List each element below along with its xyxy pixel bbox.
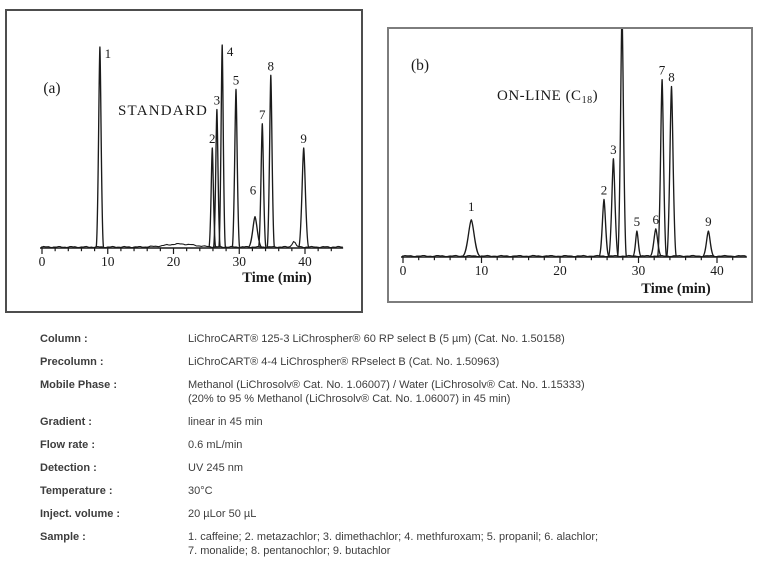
- spec-value-line: UV 245 nm: [188, 462, 244, 474]
- x-tick-label: 10: [101, 254, 115, 269]
- panel-letter: (b): [411, 57, 429, 74]
- peak-number-label: 1: [105, 46, 112, 61]
- peak-number-label: 7: [259, 107, 266, 122]
- peak: [608, 158, 619, 257]
- x-tick-label: 0: [400, 263, 407, 278]
- spec-value-line: 20 µLor 50 µL: [188, 508, 257, 520]
- peak-number-label: 6: [653, 212, 660, 227]
- spec-value: UV 245 nm: [188, 461, 755, 475]
- spec-row: Flow rate : 0.6 mL/min: [40, 438, 755, 452]
- peak-number-label: 8: [668, 70, 675, 85]
- peak: [666, 85, 677, 257]
- spec-value: 0.6 mL/min: [188, 438, 755, 452]
- baseline-trace: [402, 254, 747, 258]
- spec-row: Sample : 1. caffeine; 2. metazachlor; 3. …: [40, 530, 755, 558]
- chromatogram-a-plot: 0 10 20 30 40 1 2 3 4 5 6 7 8 9 Time (min) (a) STANDARD: [39, 44, 344, 286]
- peak-number-label: 9: [300, 131, 307, 146]
- peak: [231, 88, 241, 248]
- spec-value-line: (20% to 95 % Methanol (LiChrosolv® Cat. …: [188, 393, 511, 405]
- spec-value-line: linear in 45 min: [188, 416, 263, 428]
- panel-letter: (a): [43, 80, 60, 97]
- chromatogram-panel-a: 0 10 20 30 40 1 2 3 4 5 6 7 8 9 Time (min) (a) STANDARD: [5, 9, 363, 313]
- spec-label: Column :: [40, 333, 88, 345]
- peak-number-label: 9: [705, 214, 712, 229]
- spec-value: Methanol (LiChrosolv® Cat. No. 1.06007) …: [188, 378, 755, 406]
- spec-label: Sample :: [40, 531, 86, 543]
- conditions-table: Column : LiChroCART® 125-3 LiChrospher® 6…: [40, 332, 755, 562]
- spec-row: Detection : UV 245 nm: [40, 461, 755, 475]
- spec-value: 20 µLor 50 µL: [188, 507, 755, 521]
- peak: [632, 230, 642, 257]
- peak-number-label: 7: [659, 63, 666, 78]
- spec-value-line: 0.6 mL/min: [188, 439, 243, 451]
- peak: [212, 108, 221, 248]
- spec-value-line: 30°C: [188, 485, 213, 497]
- spec-value-line: 1. caffeine; 2. metazachlor; 3. dimethac…: [188, 531, 599, 543]
- spec-value: 1. caffeine; 2. metazachlor; 3. dimethac…: [188, 530, 755, 558]
- panel-title: ON-LINE (C18): [497, 88, 598, 106]
- x-tick-label: 0: [39, 254, 46, 269]
- chromatogram-b-plot: 0 10 20 30 40 1 2 3 5 6 7 8 9 Time (min) (b) ON-LINE (C…: [400, 29, 747, 297]
- spec-value: LiChroCART® 4-4 LiChrospher® RPselect B …: [188, 355, 755, 369]
- spec-label: Mobile Phase :: [40, 379, 118, 391]
- spec-row: Gradient : linear in 45 min: [40, 415, 755, 429]
- peak: [298, 147, 310, 248]
- x-tick-label: 40: [298, 254, 312, 269]
- spec-row: Precolumn : LiChroCART® 4-4 LiChrospher® …: [40, 355, 755, 369]
- peak-number-label: 3: [214, 93, 221, 108]
- spec-value-line: Methanol (LiChrosolv® Cat. No. 1.06007) …: [188, 379, 585, 391]
- spec-value-line: 7. monalide; 8. pentanochlor; 9. butachl…: [188, 545, 391, 557]
- peak: [257, 123, 267, 248]
- spec-value-line: LiChroCART® 4-4 LiChrospher® RPselect B …: [188, 356, 500, 368]
- time-axis-label: Time (min): [242, 270, 312, 286]
- peak: [649, 228, 662, 257]
- peak: [702, 230, 715, 257]
- time-axis-label: Time (min): [641, 281, 711, 297]
- spec-label: Flow rate :: [40, 439, 96, 451]
- spec-value: LiChroCART® 125-3 LiChrospher® 60 RP sel…: [188, 332, 755, 346]
- peak-number-label: 5: [634, 214, 641, 229]
- peak: [462, 219, 481, 257]
- x-tick-label: 30: [233, 254, 247, 269]
- peak: [95, 46, 105, 248]
- spec-row: Inject. volume : 20 µLor 50 µL: [40, 507, 755, 521]
- spec-label: Inject. volume :: [40, 508, 121, 520]
- spec-value-line: LiChroCART® 125-3 LiChrospher® 60 RP sel…: [188, 333, 565, 345]
- spec-label: Detection :: [40, 462, 97, 474]
- spec-label: Precolumn :: [40, 356, 104, 368]
- spec-value: linear in 45 min: [188, 415, 755, 429]
- spec-row: Temperature : 30°C: [40, 484, 755, 498]
- peak-number-label: 4: [227, 44, 234, 59]
- x-tick-label: 20: [553, 263, 567, 278]
- chromatogram-panel-b: 0 10 20 30 40 1 2 3 5 6 7 8 9 Time (min) (b) ON-LINE (C…: [387, 27, 753, 303]
- peak-number-label: 2: [209, 131, 216, 146]
- baseline-trace: [41, 240, 343, 249]
- peak-number-label: 3: [610, 142, 617, 157]
- spec-label: Temperature :: [40, 485, 113, 497]
- peak-number-label: 6: [250, 183, 257, 198]
- peak: [266, 74, 276, 248]
- peak-number-label: 2: [601, 183, 608, 198]
- x-tick-label: 30: [632, 263, 646, 278]
- peak: [657, 79, 668, 257]
- peak: [598, 198, 610, 257]
- spec-label: Gradient :: [40, 416, 92, 428]
- x-tick-label: 10: [475, 263, 489, 278]
- panel-title: STANDARD: [118, 103, 208, 119]
- peak: [218, 44, 227, 248]
- peak: [617, 29, 627, 257]
- x-tick-label: 40: [710, 263, 724, 278]
- spec-value: 30°C: [188, 484, 755, 498]
- spec-row: Mobile Phase : Methanol (LiChrosolv® Cat.…: [40, 378, 755, 406]
- x-tick-label: 20: [167, 254, 181, 269]
- peak-number-label: 5: [233, 72, 240, 87]
- peak-number-label: 1: [468, 199, 475, 214]
- peak-number-label: 8: [268, 58, 275, 73]
- spec-row: Column : LiChroCART® 125-3 LiChrospher® 6…: [40, 332, 755, 346]
